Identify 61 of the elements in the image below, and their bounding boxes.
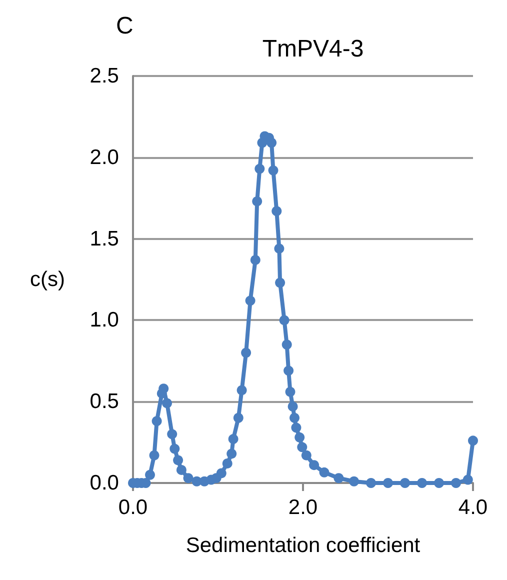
point bbox=[462, 474, 473, 485]
point bbox=[297, 442, 308, 452]
point bbox=[167, 429, 178, 440]
point bbox=[152, 416, 162, 426]
point bbox=[162, 398, 172, 408]
point bbox=[383, 478, 393, 488]
point bbox=[434, 478, 444, 488]
point bbox=[170, 444, 180, 454]
point bbox=[282, 340, 292, 350]
point bbox=[158, 384, 169, 394]
point bbox=[254, 164, 265, 174]
point bbox=[268, 165, 278, 176]
x-tick-label: 2.0 bbox=[288, 496, 318, 519]
point bbox=[400, 478, 410, 488]
point bbox=[366, 478, 376, 488]
point bbox=[266, 138, 277, 148]
point bbox=[222, 458, 232, 468]
point bbox=[226, 448, 237, 459]
chart-title: TmPV4-3 bbox=[262, 36, 364, 62]
point bbox=[301, 450, 312, 460]
point bbox=[290, 412, 300, 423]
y-tick-label: 0.5 bbox=[90, 390, 119, 414]
point bbox=[149, 450, 160, 460]
point bbox=[183, 473, 194, 484]
x-tick-label: 4.0 bbox=[458, 496, 488, 519]
y-tick-label: 1.0 bbox=[90, 308, 119, 332]
point bbox=[252, 196, 262, 206]
point bbox=[250, 254, 260, 265]
y-axis-title: c(s) bbox=[30, 268, 65, 291]
point bbox=[228, 434, 238, 444]
point bbox=[417, 478, 427, 488]
x-axis-title: Sedimentation coefficient bbox=[186, 534, 420, 557]
y-tick-label: 1.5 bbox=[90, 227, 119, 250]
point bbox=[173, 455, 184, 466]
point bbox=[216, 468, 226, 478]
point bbox=[291, 422, 302, 433]
point bbox=[236, 385, 247, 396]
point bbox=[233, 412, 244, 423]
point bbox=[275, 278, 286, 288]
point bbox=[272, 206, 282, 216]
point bbox=[176, 464, 186, 475]
x-tick-label: 0.0 bbox=[118, 496, 148, 519]
point bbox=[334, 473, 344, 484]
text: C bbox=[116, 12, 134, 40]
point bbox=[288, 401, 298, 412]
point bbox=[284, 366, 294, 376]
point bbox=[241, 348, 252, 358]
y-tick-label: 0.0 bbox=[90, 472, 119, 494]
point bbox=[294, 432, 305, 442]
point bbox=[279, 315, 290, 326]
point bbox=[274, 244, 284, 254]
point bbox=[245, 296, 256, 306]
point bbox=[319, 467, 330, 478]
y-tick-label: 2.0 bbox=[90, 146, 119, 169]
point bbox=[349, 476, 359, 486]
point bbox=[145, 470, 155, 480]
point bbox=[468, 436, 478, 446]
point bbox=[309, 460, 320, 470]
point bbox=[285, 386, 296, 397]
point bbox=[451, 478, 461, 488]
y-tick-label: 2.5 bbox=[90, 64, 119, 88]
